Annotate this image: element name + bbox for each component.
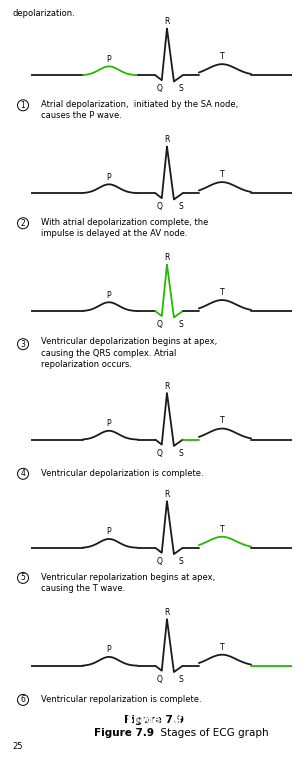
Text: T: T — [220, 170, 224, 179]
Text: T: T — [220, 643, 224, 652]
Text: R: R — [164, 17, 170, 26]
Text: Figure 7.9: Figure 7.9 — [123, 715, 184, 725]
Text: Q: Q — [157, 674, 163, 684]
Text: T: T — [220, 525, 224, 534]
Text: 2: 2 — [21, 219, 25, 228]
Text: S: S — [179, 449, 183, 457]
Text: S: S — [179, 674, 183, 684]
Text: 1: 1 — [21, 101, 25, 110]
Text: S: S — [179, 202, 183, 211]
Text: T: T — [220, 288, 224, 297]
Text: T: T — [220, 416, 224, 425]
Text: Q: Q — [157, 202, 163, 211]
Text: Ventricular repolarization is complete.: Ventricular repolarization is complete. — [41, 695, 202, 704]
Text: 5: 5 — [21, 573, 25, 582]
Text: Ventricular depolarization begins at apex,
causing the QRS complex. Atrial
repol: Ventricular depolarization begins at ape… — [41, 338, 218, 369]
Text: Q: Q — [157, 84, 163, 93]
Text: R: R — [164, 136, 170, 145]
Text: S: S — [179, 84, 183, 93]
Text: 6: 6 — [21, 696, 25, 705]
Text: S: S — [179, 320, 183, 329]
Text: T: T — [220, 52, 224, 61]
Text: 4: 4 — [21, 469, 25, 478]
Text: R: R — [164, 254, 170, 263]
Text: P: P — [107, 645, 111, 654]
Text: R: R — [164, 490, 170, 499]
Text: 25: 25 — [12, 742, 23, 751]
Text: 3: 3 — [21, 340, 25, 349]
Text: P: P — [107, 291, 111, 300]
Text: Q: Q — [157, 556, 163, 565]
Text: Ventricular repolarization begins at apex,
causing the T wave.: Ventricular repolarization begins at ape… — [41, 572, 216, 593]
Text: P: P — [107, 55, 111, 64]
Text: With atrial depolarization complete, the
impulse is delayed at the AV node.: With atrial depolarization complete, the… — [41, 218, 209, 238]
Text: P: P — [107, 528, 111, 536]
Text: Stages of ECG graph: Stages of ECG graph — [154, 727, 268, 737]
Text: S: S — [179, 556, 183, 565]
Text: Figure 7.9  Stages of ECG graph: Figure 7.9 Stages of ECG graph — [59, 715, 248, 725]
Text: Q: Q — [157, 449, 163, 457]
Text: depolarization.: depolarization. — [12, 9, 75, 18]
Text: Ventricular depolarization is complete.: Ventricular depolarization is complete. — [41, 469, 204, 478]
Text: Atrial depolarization,  initiated by the SA node,
causes the P wave.: Atrial depolarization, initiated by the … — [41, 100, 239, 120]
Text: P: P — [107, 173, 111, 182]
Text: Figure 7.9: Figure 7.9 — [94, 727, 154, 737]
Text: R: R — [164, 608, 170, 617]
Text: P: P — [107, 419, 111, 428]
Text: Q: Q — [157, 320, 163, 329]
Text: R: R — [164, 382, 170, 391]
